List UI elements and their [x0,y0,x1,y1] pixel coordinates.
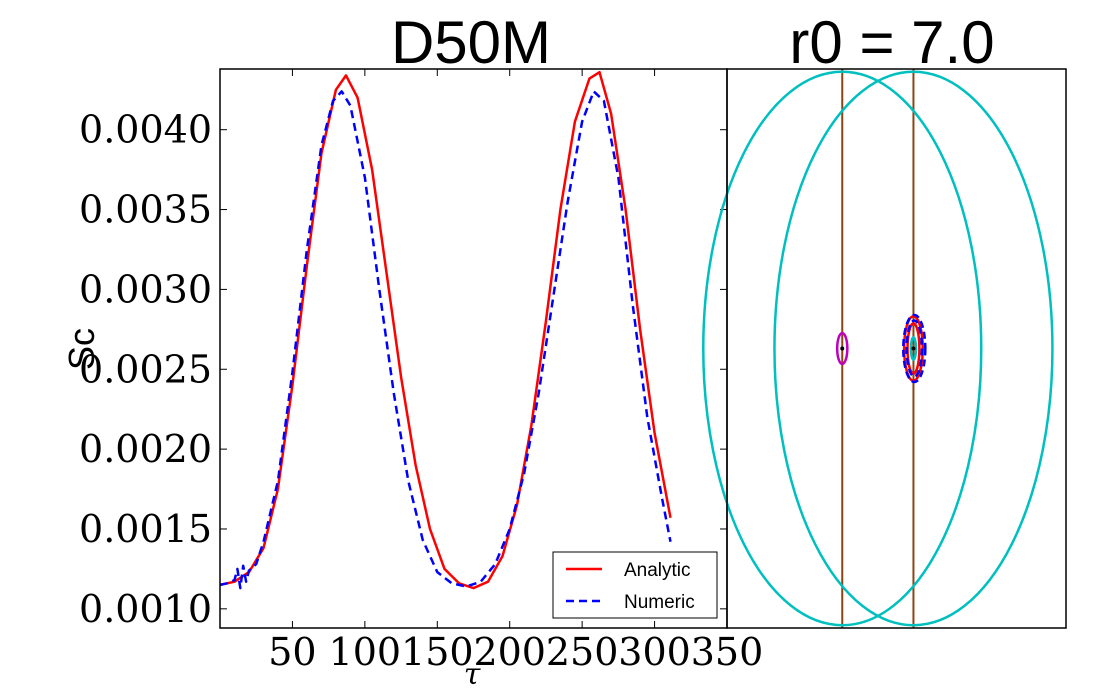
orbit-title: r0 = 7.0 [789,9,994,76]
legend[interactable]: Analytic Numeric [552,551,718,619]
y-tick-label: 0.0010 [79,587,212,631]
y-tick-label: 0.0020 [79,427,212,471]
large-orbit [773,70,1054,627]
x-tick-label: 150 [401,630,474,674]
y-tick-label: 0.0015 [79,507,212,551]
x-tick-label: 250 [546,630,619,674]
y-axis-label: Sc [61,328,102,370]
y-tick-label: 0.0030 [79,267,212,311]
y-tick-label: 0.0025 [79,347,212,391]
orbit-center-point [911,346,916,351]
small-orbit [902,313,927,384]
legend-analytic-label: Analytic [624,560,691,581]
x-tick-label: 50 [268,630,316,674]
chart-title: D50M [391,9,551,76]
series-line-numeric [219,90,672,590]
x-axis-label: τ [464,657,481,692]
y-tick-label: 0.0035 [79,188,212,232]
orbit-diagram-panel: r0 = 7.0 [702,9,1067,629]
orbit-center-point [840,346,845,351]
x-tick-label: 100 [329,630,402,674]
x-tick-label: 350 [691,630,764,674]
line-chart-panel: D50M 50 100 150 200 250 300 350 0.0010 0.0015 0.0… [61,9,763,692]
x-tick-label: 200 [473,630,546,674]
legend-numeric-label: Numeric [624,592,695,613]
large-orbit [702,70,983,627]
small-orbit [835,331,849,366]
x-tick-label: 300 [618,630,691,674]
small-orbit [909,336,918,361]
y-tick-label: 0.0040 [79,108,212,152]
series-line-analytic [219,70,672,590]
orbit-frame [726,68,1067,629]
legend-box [552,551,718,619]
small-orbit [905,319,924,378]
